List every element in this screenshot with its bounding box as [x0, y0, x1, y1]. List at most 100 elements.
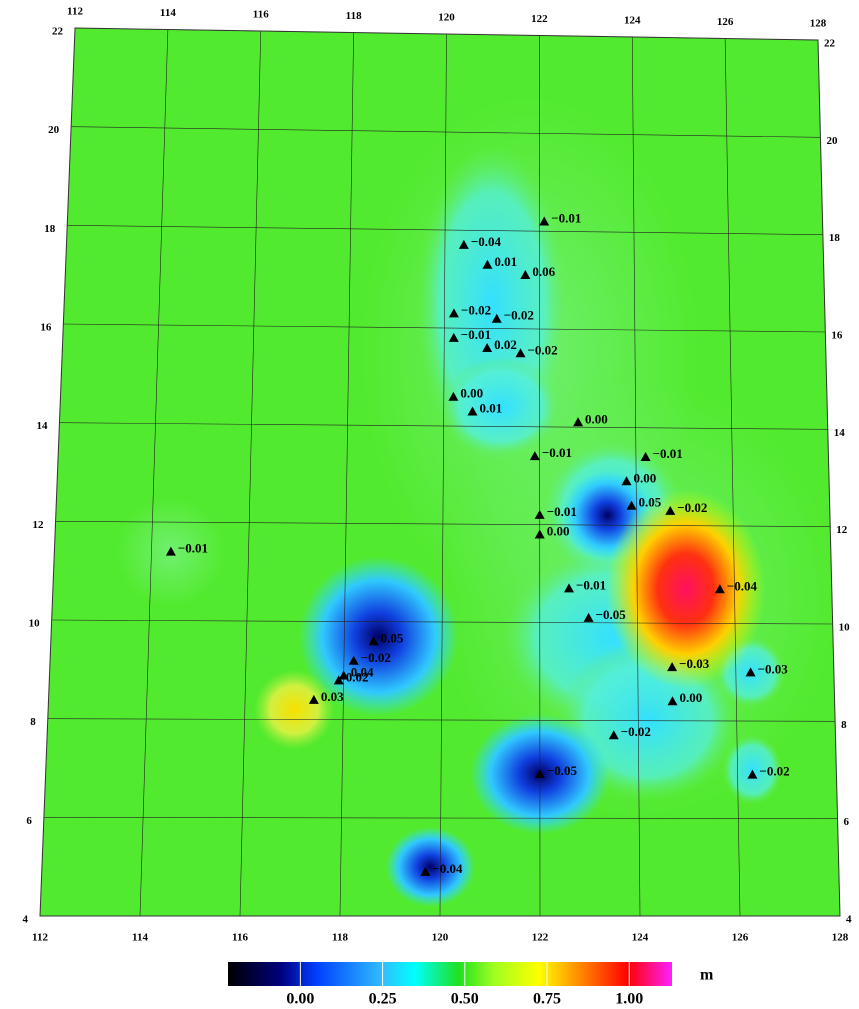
lat-label-right: 10	[839, 622, 851, 634]
colorbar-unit: m	[700, 967, 714, 984]
station-label: 0.00	[634, 470, 657, 485]
station-label: 0.04	[351, 664, 374, 679]
meridian	[724, 38, 741, 916]
parallel	[55, 521, 831, 527]
lon-label-bottom: 118	[332, 932, 348, 944]
station-marker	[368, 636, 379, 646]
station-marker	[640, 452, 651, 462]
station-label: 0.02	[494, 337, 517, 352]
lat-label-left: 12	[33, 519, 45, 531]
station-marker	[534, 509, 545, 519]
station-marker	[308, 694, 319, 704]
station-label: −0.02	[461, 302, 491, 317]
lon-label-bottom: 128	[832, 932, 849, 944]
lat-label-right: 8	[841, 719, 847, 731]
station-label: −0.02	[677, 500, 707, 515]
lat-label-right: 12	[836, 524, 848, 536]
station-label: −0.03	[679, 656, 710, 671]
map-frame	[39, 27, 841, 917]
lon-label-bottom: 114	[132, 932, 148, 944]
lat-label-right: 6	[844, 816, 850, 828]
station-marker	[420, 866, 431, 876]
station-marker	[667, 696, 678, 706]
lon-label-bottom: 122	[532, 932, 549, 944]
station-marker	[515, 348, 526, 358]
station-label: −0.02	[361, 650, 391, 665]
lat-label-left: 8	[30, 716, 36, 728]
station-marker	[608, 730, 619, 740]
lat-label-right: 14	[834, 427, 846, 439]
station-marker	[539, 216, 550, 226]
station-marker	[458, 239, 469, 249]
parallel	[59, 422, 828, 430]
station-marker	[626, 500, 637, 510]
station-label: −0.01	[547, 504, 577, 519]
meridian	[139, 29, 169, 916]
station-label: −0.01	[542, 445, 572, 460]
station-label: 0.02	[346, 669, 369, 684]
colorbar-tick-label: 0.00	[286, 991, 314, 1008]
lat-label-right: 18	[829, 232, 841, 244]
station-label: −0.02	[621, 724, 651, 739]
station-marker	[534, 769, 545, 779]
lat-label-left: 6	[26, 815, 32, 827]
lat-label-left: 22	[52, 26, 64, 38]
station-label: 0.03	[321, 689, 344, 704]
station-label: 0.01	[479, 401, 502, 416]
station-marker	[520, 270, 531, 280]
lat-label-right: 4	[846, 914, 852, 926]
meridian	[339, 32, 354, 916]
station-label: 0.00	[679, 690, 702, 705]
station-marker	[534, 529, 545, 539]
lon-label-bottom: 126	[732, 932, 749, 944]
lon-label-top: 122	[531, 13, 548, 25]
station-marker	[583, 612, 594, 622]
station-label: −0.01	[178, 541, 208, 556]
lat-label-left: 14	[36, 420, 48, 432]
station-label: 0.05	[639, 495, 662, 510]
station-label: −0.04	[432, 861, 463, 876]
parallel	[47, 718, 836, 722]
lat-label-right: 22	[824, 38, 836, 50]
station-label: −0.01	[461, 327, 491, 342]
lon-label-top: 126	[717, 16, 734, 28]
lat-label-left: 18	[44, 223, 56, 235]
parallel	[67, 225, 823, 235]
station-marker	[491, 313, 502, 323]
meridian	[631, 36, 641, 916]
lon-label-bottom: 124	[632, 932, 649, 944]
station-label: −0.01	[653, 446, 683, 461]
lon-label-top: 118	[346, 10, 362, 22]
station-label: −0.04	[471, 234, 502, 249]
station-marker	[621, 476, 632, 486]
station-marker	[482, 259, 493, 269]
lon-label-top: 124	[624, 15, 641, 27]
station-label: −0.03	[758, 661, 789, 676]
station-label: 0.00	[547, 523, 570, 538]
field-blob	[385, 826, 476, 907]
station-marker	[448, 391, 459, 401]
station-label: −0.04	[727, 578, 758, 593]
station-marker	[747, 769, 758, 779]
station-marker	[563, 583, 574, 593]
station-marker	[714, 584, 725, 594]
station-label: −0.02	[759, 764, 789, 779]
colorbar-tick-label: 0.25	[369, 991, 397, 1008]
station-label: −0.05	[547, 763, 578, 778]
station-marker	[667, 662, 678, 672]
lon-label-bottom: 120	[432, 932, 449, 944]
station-label: −0.05	[596, 607, 627, 622]
lon-label-bottom: 112	[32, 932, 48, 944]
station-marker	[348, 655, 359, 665]
meridian	[239, 30, 262, 916]
station-label: −0.01	[576, 577, 606, 592]
station-marker	[338, 670, 349, 680]
parallel	[51, 619, 833, 625]
lat-label-left: 20	[48, 124, 60, 136]
parallel	[71, 126, 821, 138]
station-marker	[333, 675, 344, 685]
field-blob	[254, 669, 335, 750]
station-label: 0.05	[381, 630, 404, 645]
station-marker	[482, 343, 493, 353]
